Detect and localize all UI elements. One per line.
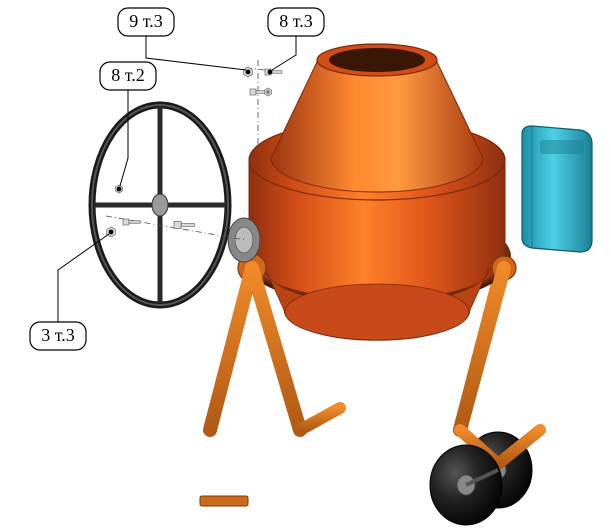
foot-plate: [200, 496, 248, 506]
motor-cover: [522, 126, 592, 252]
callout-label: 8 т.3: [279, 11, 313, 31]
callout-label: 3 т.3: [41, 325, 75, 345]
tilting-handwheel: [92, 105, 260, 305]
mixer-drum: [243, 44, 511, 340]
callout-label: 9 т.3: [129, 11, 163, 31]
callout-label: 8 т.2: [111, 65, 145, 85]
callout-c3: 8 т.2: [100, 62, 156, 191]
wheel-front: [430, 445, 502, 525]
mixer-diagram: 9 т.3 8 т.3 8 т.2 3 т.3: [0, 0, 611, 530]
